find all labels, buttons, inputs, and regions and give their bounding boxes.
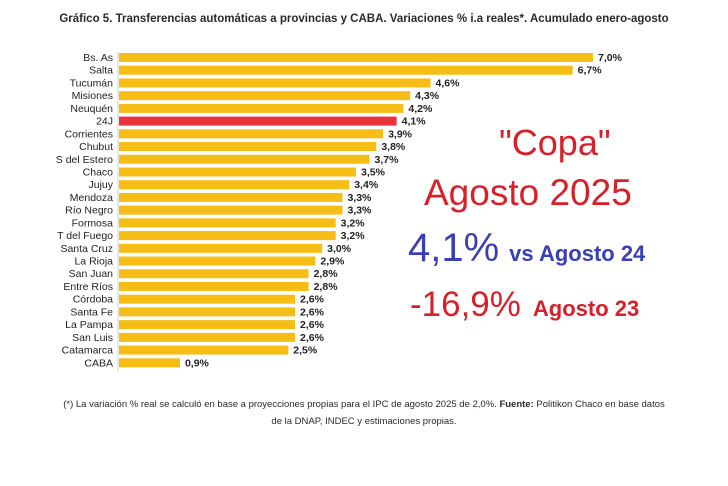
- value-label-formosa: 3,2%: [341, 217, 366, 229]
- bar-catamarca: [119, 345, 289, 355]
- bar-san-luis: [119, 332, 296, 342]
- bar-t-del-fuego: [119, 231, 336, 241]
- category-label-san-luis: San Luis: [72, 332, 113, 344]
- bar-san-juan: [119, 269, 309, 279]
- category-label-cordoba: Córdoba: [73, 294, 113, 306]
- value-label-salta: 6,7%: [578, 65, 603, 77]
- category-label-santa-cruz: Santa Cruz: [60, 243, 113, 255]
- footnote-source-text: Politikon Chaco en base datos: [536, 399, 665, 410]
- value-label-la-pampa: 2,6%: [300, 319, 325, 331]
- category-label-caba: CABA: [84, 357, 113, 369]
- value-label-bs-as: 7,0%: [598, 52, 623, 64]
- overlay-pct-2023-label: Agosto 23: [532, 296, 640, 321]
- bar-cordoba: [119, 294, 296, 304]
- category-label-formosa: Formosa: [72, 217, 114, 229]
- bar-chubut: [119, 142, 377, 152]
- bar-santa-fe: [119, 307, 296, 317]
- bar-bs-as: [119, 53, 593, 62]
- category-label-entre-rios: Entre Ríos: [63, 281, 113, 293]
- category-label-corrientes: Corrientes: [65, 128, 113, 140]
- overlay-copa-title: "Copa": [499, 122, 611, 163]
- overlay-month: Agosto 2025: [424, 172, 632, 213]
- value-label-24j: 4,1%: [402, 116, 427, 128]
- value-label-santa-fe: 2,6%: [300, 306, 325, 318]
- bar-24j: [119, 116, 397, 126]
- value-label-tucuman: 4,6%: [435, 77, 460, 89]
- footnote-line-1: (*) La variación % real se calculó en ba…: [30, 399, 698, 410]
- category-label-bs-as: Bs. As: [83, 52, 113, 64]
- bar-caba: [119, 358, 180, 368]
- category-label-24j: 24J: [96, 116, 113, 128]
- footnote-line-2: de la DNAP, INDEC y estimaciones propias…: [271, 416, 457, 427]
- value-label-neuquen: 4,2%: [408, 103, 433, 115]
- category-label-la-rioja: La Rioja: [74, 256, 113, 268]
- category-label-s-del-estero: S del Estero: [56, 154, 113, 166]
- category-label-la-pampa: La Pampa: [65, 319, 113, 331]
- value-label-s-del-estero: 3,7%: [375, 154, 400, 166]
- overlay-change-vs-2024: 4,1% vs Agosto 24: [408, 226, 645, 271]
- value-label-santa-cruz: 3,0%: [327, 243, 352, 255]
- bar-la-pampa: [119, 320, 296, 330]
- overlay-change-vs-2023: -16,9% Agosto 23: [410, 285, 639, 325]
- overlay-pct-2024-label: vs Agosto 24: [509, 241, 646, 266]
- category-label-tucuman: Tucumán: [70, 77, 114, 89]
- value-label-mendoza: 3,3%: [347, 192, 372, 204]
- value-label-caba: 0,9%: [185, 357, 210, 369]
- footnote-source-label: Fuente:: [499, 399, 534, 410]
- value-label-la-rioja: 2,9%: [320, 256, 345, 268]
- value-label-cordoba: 2,6%: [300, 294, 325, 306]
- category-label-mendoza: Mendoza: [70, 192, 113, 204]
- category-label-rio-negro: Río Negro: [65, 205, 113, 217]
- value-label-t-del-fuego: 3,2%: [341, 230, 366, 242]
- bar-la-rioja: [119, 256, 316, 266]
- bar-jujuy: [119, 180, 350, 190]
- bar-s-del-estero: [119, 154, 370, 164]
- category-label-t-del-fuego: T del Fuego: [57, 230, 113, 242]
- category-label-san-juan: San Juan: [69, 268, 114, 280]
- value-label-san-juan: 2,8%: [314, 268, 339, 280]
- category-label-jujuy: Jujuy: [88, 179, 113, 191]
- bar-tucuman: [119, 78, 431, 88]
- bar-entre-rios: [119, 281, 309, 291]
- category-label-santa-fe: Santa Fe: [70, 306, 113, 318]
- value-label-chaco: 3,5%: [361, 166, 386, 178]
- value-label-catamarca: 2,5%: [293, 345, 318, 357]
- category-label-salta: Salta: [89, 65, 113, 77]
- bar-corrientes: [119, 129, 384, 139]
- category-label-misiones: Misiones: [72, 90, 113, 102]
- category-label-chaco: Chaco: [83, 166, 114, 178]
- value-label-misiones: 4,3%: [415, 90, 440, 102]
- footnote-text: (*) La variación % real se calculó en ba…: [63, 399, 497, 410]
- bar-salta: [119, 65, 573, 75]
- bar-santa-cruz: [119, 243, 323, 253]
- bar-rio-negro: [119, 205, 343, 215]
- bar-misiones: [119, 91, 411, 101]
- bar-chart: Bs. As 7,0% Salta 6,7% Tucumán 4,6% Misiones 4,…: [56, 52, 623, 371]
- category-label-catamarca: Catamarca: [62, 345, 114, 357]
- value-label-jujuy: 3,4%: [354, 179, 379, 191]
- overlay-pct-2024: 4,1%: [408, 226, 500, 270]
- bar-formosa: [119, 218, 336, 228]
- bar-neuquen: [119, 103, 404, 113]
- chart-title: Gráfico 5. Transferencias automáticas a …: [59, 13, 669, 25]
- category-label-neuquen: Neuquén: [70, 103, 113, 115]
- overlay-pct-2023: -16,9%: [410, 285, 521, 324]
- value-label-chubut: 3,8%: [381, 141, 406, 153]
- bar-mendoza: [119, 192, 343, 202]
- bar-chaco: [119, 167, 356, 177]
- category-label-chubut: Chubut: [79, 141, 113, 153]
- value-label-corrientes: 3,9%: [388, 128, 413, 140]
- bars-group: Bs. As 7,0% Salta 6,7% Tucumán 4,6% Misiones 4,…: [56, 52, 623, 369]
- value-label-san-luis: 2,6%: [300, 332, 325, 344]
- value-label-entre-rios: 2,8%: [314, 281, 339, 293]
- value-label-rio-negro: 3,3%: [347, 205, 372, 217]
